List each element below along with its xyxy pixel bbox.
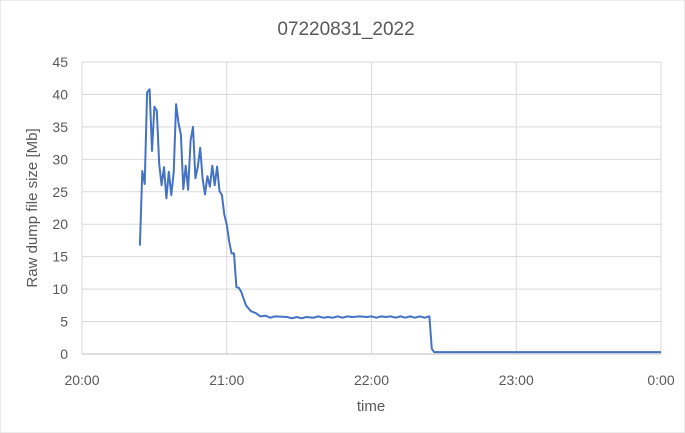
y-tick-label: 35 [52, 119, 68, 135]
y-axis-tick-labels: 0 5 10 15 20 25 30 35 40 45 [52, 54, 68, 362]
y-tick-label: 5 [60, 314, 68, 330]
series-layer [138, 88, 661, 354]
x-tick-label: 0:00 [647, 372, 674, 388]
y-tick-label: 15 [52, 249, 68, 265]
gridlines [81, 61, 662, 355]
y-tick-label: 40 [52, 86, 68, 102]
y-tick-label: 25 [52, 184, 68, 200]
x-tick-label: 22:00 [354, 372, 389, 388]
series-line [138, 88, 661, 354]
y-tick-label: 20 [52, 216, 68, 232]
y-tick-label: 30 [52, 151, 68, 167]
chart-title: 07220831_2022 [277, 19, 414, 40]
y-tick-label: 10 [52, 281, 68, 297]
x-axis-tick-labels: 20:00 21:00 22:00 23:00 0:00 [64, 372, 674, 388]
x-axis-title: time [357, 398, 385, 415]
y-tick-label: 45 [52, 54, 68, 70]
x-tick-label: 20:00 [64, 372, 99, 388]
x-tick-label: 21:00 [209, 372, 244, 388]
x-tick-label: 23:00 [499, 372, 534, 388]
y-tick-label: 0 [60, 346, 68, 362]
y-axis-title: Raw dump file size [Mb] [24, 128, 41, 287]
